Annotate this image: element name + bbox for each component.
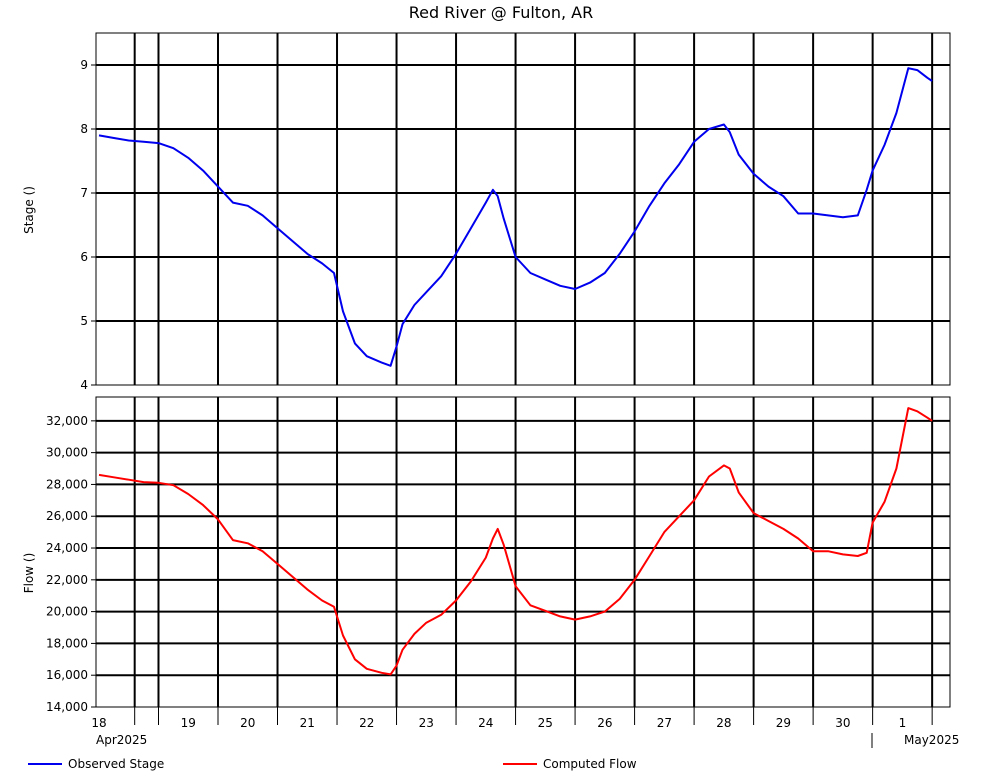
- stage-y-tick-label: 4: [80, 378, 88, 392]
- x-tick-label: 24: [478, 716, 493, 730]
- legend-label-computed-flow: Computed Flow: [543, 757, 637, 771]
- flow-y-tick-label: 18,000: [46, 636, 88, 650]
- stage-y-tick-label: 6: [80, 250, 88, 264]
- flow-y-tick-label: 14,000: [46, 700, 88, 714]
- month-labels: Apr2025 May2025: [96, 733, 959, 748]
- legend: Observed Stage Computed Flow: [28, 757, 637, 771]
- flow-plot-area: [95, 396, 951, 708]
- x-tick-label: 30: [835, 716, 850, 730]
- flow-y-tick-label: 26,000: [46, 509, 88, 523]
- flow-y-tick-label: 30,000: [46, 446, 88, 460]
- x-tick-label: 1: [899, 716, 907, 730]
- flow-axis-label: Flow (): [22, 553, 36, 594]
- flow-y-tick-label: 28,000: [46, 477, 88, 491]
- x-axis: 18 19 20 21 22 23 24 25 26 27 28 29 30 1: [91, 707, 933, 730]
- x-tick-label: 20: [240, 716, 255, 730]
- x-tick-label: 26: [597, 716, 612, 730]
- stage-plot-area: [95, 32, 951, 386]
- month-label-april: Apr2025: [96, 733, 147, 747]
- stage-y-tick-label: 8: [80, 122, 88, 136]
- x-tick-label: 25: [538, 716, 553, 730]
- stage-y-tick-label: 9: [80, 58, 88, 72]
- x-tick-label: 23: [419, 716, 434, 730]
- flow-panel: 14,000 16,000 18,000 20,000 22,000 24,000 26,0…: [46, 396, 951, 714]
- x-tick-label: 18: [91, 716, 106, 730]
- x-tick-label: 27: [657, 716, 672, 730]
- legend-item-computed-flow: Computed Flow: [503, 757, 637, 771]
- x-tick-label: 21: [300, 716, 315, 730]
- stage-y-tick-label: 5: [80, 314, 88, 328]
- legend-item-observed-stage: Observed Stage: [28, 757, 164, 771]
- legend-label-observed-stage: Observed Stage: [68, 757, 164, 771]
- x-tick-label: 29: [776, 716, 791, 730]
- month-label-may: May2025: [904, 733, 959, 747]
- x-tick-label: 19: [181, 716, 196, 730]
- x-tick-label: 28: [716, 716, 731, 730]
- flow-series-line: [98, 407, 933, 676]
- flow-y-tick-label: 24,000: [46, 541, 88, 555]
- stage-panel: 4 5 6 7 8 9: [80, 32, 951, 392]
- flow-y-tick-label: 32,000: [46, 414, 88, 428]
- chart-title: Red River @ Fulton, AR: [409, 3, 593, 22]
- stage-axis-label: Stage (): [22, 186, 36, 234]
- stage-y-tick-label: 7: [80, 186, 88, 200]
- stage-series-line: [98, 67, 933, 367]
- flow-y-tick-label: 16,000: [46, 668, 88, 682]
- flow-y-tick-label: 22,000: [46, 573, 88, 587]
- flow-y-tick-label: 20,000: [46, 605, 88, 619]
- x-tick-label: 22: [359, 716, 374, 730]
